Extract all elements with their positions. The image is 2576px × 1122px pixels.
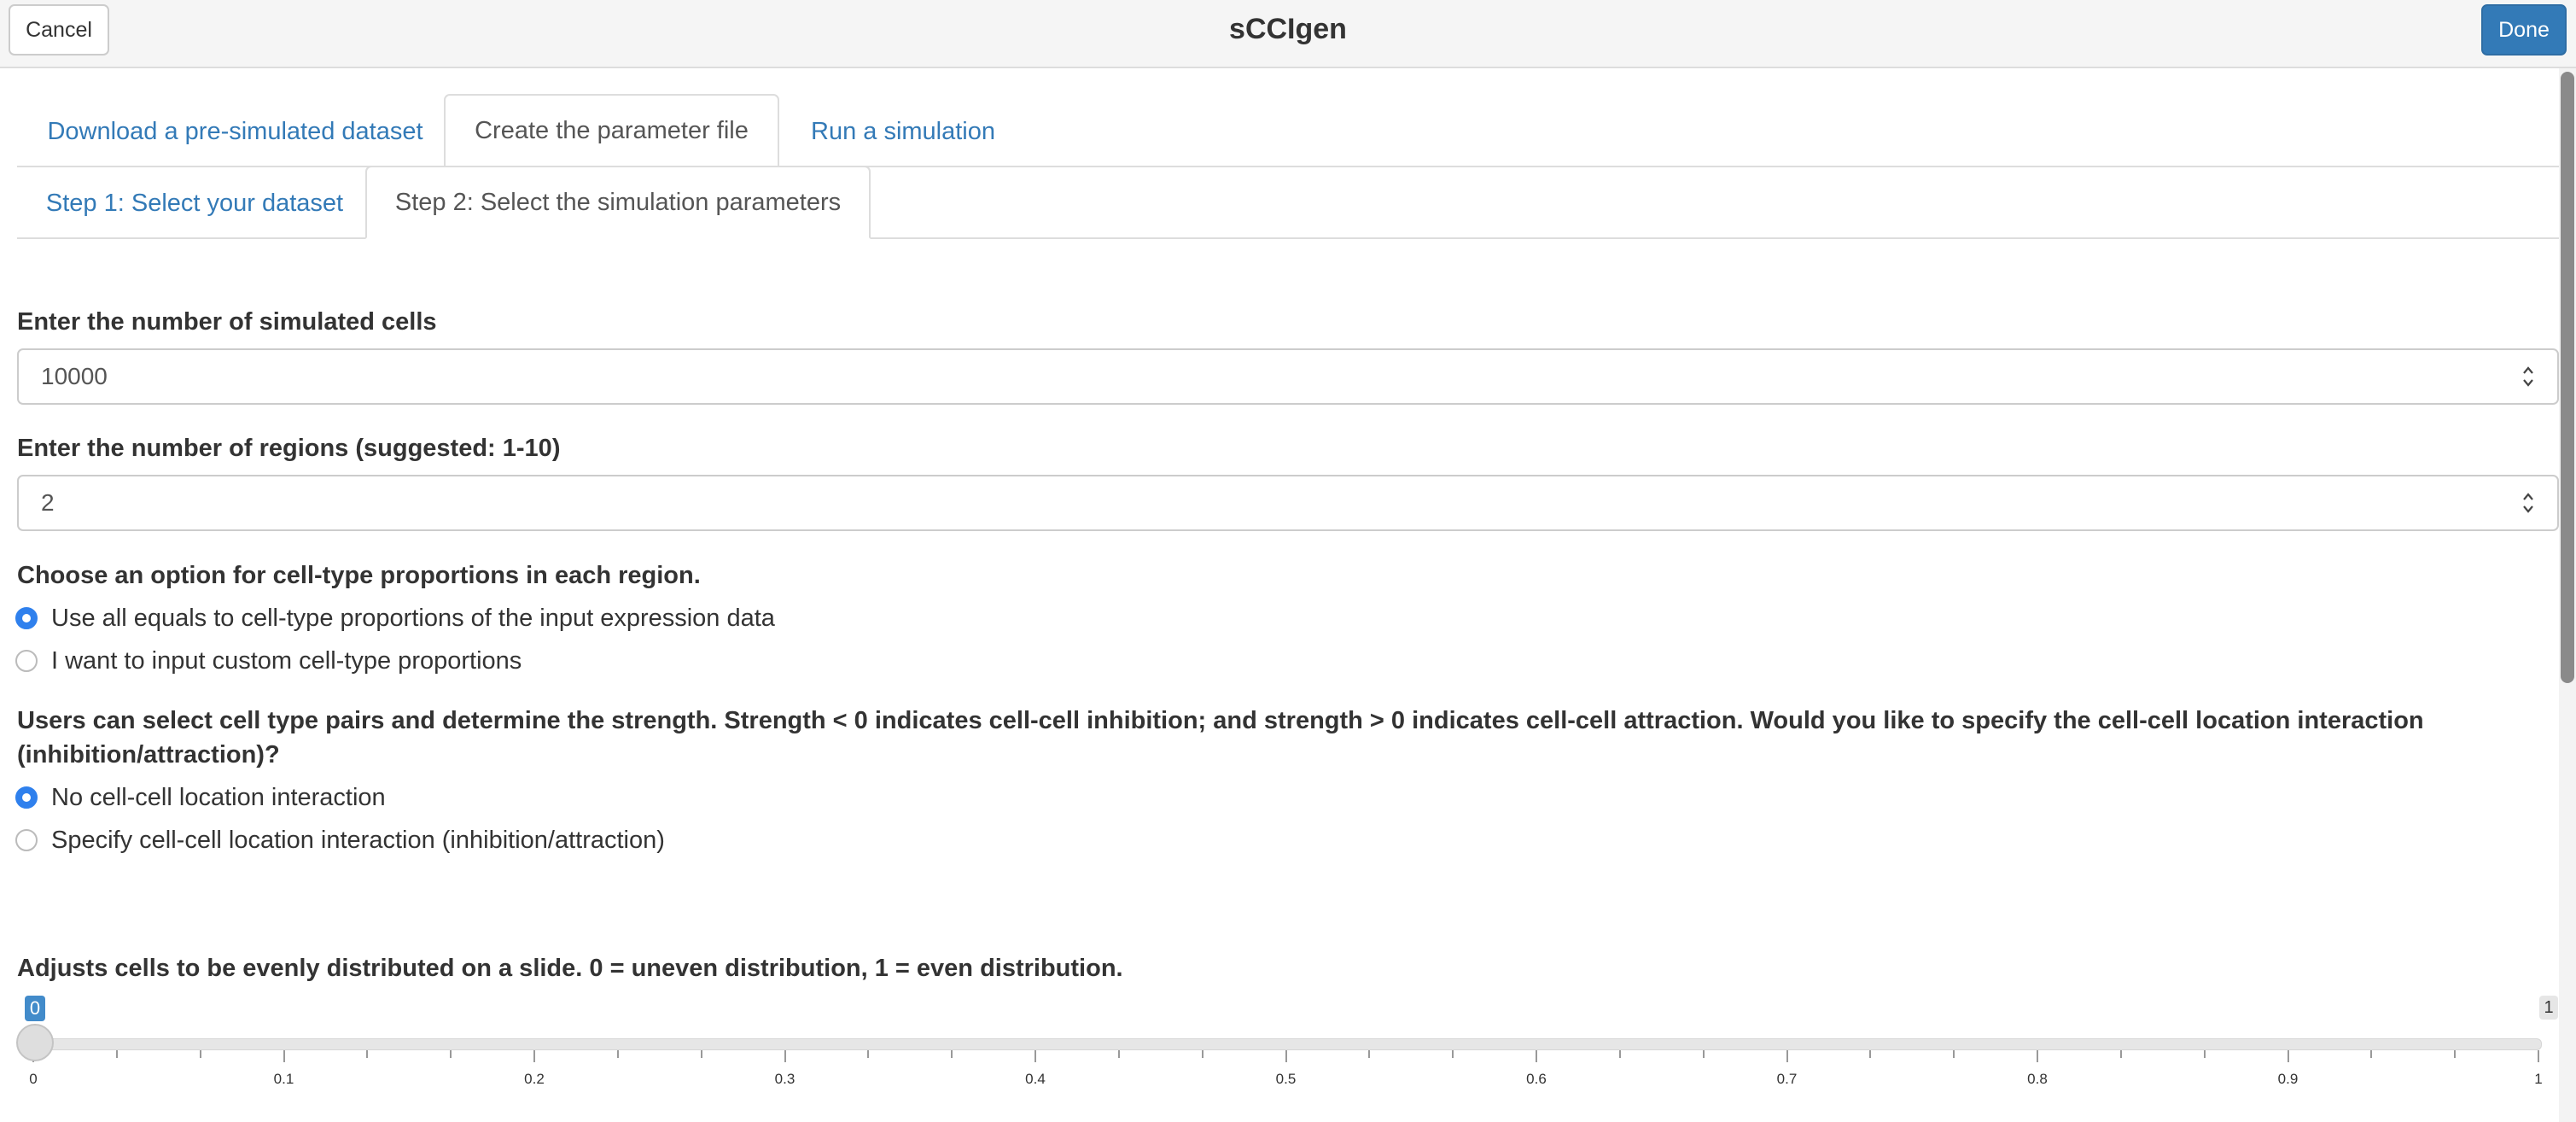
slider-minor-tick	[616, 1050, 619, 1058]
slider-minor-tick	[700, 1050, 702, 1058]
radio-unselected-icon[interactable]	[15, 650, 38, 672]
slider-minor-tick	[1452, 1050, 1454, 1058]
slider-minor-tick	[1702, 1050, 1705, 1058]
slider-major-tick	[2037, 1050, 2038, 1062]
slider-major-tick	[2287, 1050, 2289, 1062]
slider-minor-tick	[2370, 1050, 2373, 1058]
slider-minor-tick	[450, 1050, 452, 1058]
slider-major-tick	[533, 1050, 535, 1062]
slider-tick-label: 0.3	[774, 1071, 796, 1087]
slider-minor-tick	[1869, 1050, 1872, 1058]
tab-download-dataset[interactable]: Download a pre-simulated dataset	[47, 117, 423, 145]
slider-tick-label: 0.9	[2277, 1071, 2299, 1087]
interaction-option-specify[interactable]: Specify cell-cell location interaction (…	[15, 823, 665, 857]
num-cells-input[interactable]: 10000	[17, 348, 2559, 405]
slider-minor-tick	[1368, 1050, 1371, 1058]
slider-major-tick	[1285, 1050, 1287, 1062]
slider-minor-tick	[867, 1050, 870, 1058]
slider-major-tick	[784, 1050, 786, 1062]
step-tabs: Step 1: Select your dataset Step 2: Sele…	[17, 166, 2559, 239]
interaction-label-line1: Users can select cell type pairs and det…	[17, 707, 2424, 734]
slider-minor-tick	[1201, 1050, 1203, 1058]
spinner-updown-icon[interactable]	[2521, 490, 2535, 516]
radio-unselected-icon[interactable]	[15, 829, 38, 851]
slider-major-tick	[1034, 1050, 1036, 1062]
interaction-option-none-label: No cell-cell location interaction	[51, 783, 386, 811]
slider-major-tick	[2538, 1050, 2539, 1062]
slider-minor-tick	[366, 1050, 369, 1058]
slider-tick-label: 0.5	[1275, 1071, 1297, 1087]
num-cells-value: 10000	[41, 363, 108, 389]
slider-tick-label: 1	[2534, 1071, 2543, 1087]
proportions-label: Choose an option for cell-type proportio…	[17, 562, 701, 589]
slider-tick-label: 0	[29, 1071, 38, 1087]
slider-tick-label: 0.6	[1526, 1071, 1547, 1087]
distribution-label: Adjusts cells to be evenly distributed o…	[17, 955, 1123, 982]
slider-minor-tick	[2454, 1050, 2457, 1058]
interaction-option-specify-label: Specify cell-cell location interaction (…	[51, 826, 665, 854]
slider-major-tick	[283, 1050, 285, 1062]
slider-minor-tick	[199, 1050, 201, 1058]
app-title: sCCIgen	[1229, 12, 1347, 45]
slider-tick-label: 0.7	[1776, 1071, 1798, 1087]
distribution-slider-track[interactable]	[34, 1038, 2542, 1050]
distribution-slider-handle[interactable]	[16, 1024, 54, 1061]
tab-step-2[interactable]: Step 2: Select the simulation parameters	[365, 166, 871, 239]
radio-selected-icon[interactable]	[15, 786, 38, 809]
tab-create-parameter-file[interactable]: Create the parameter file	[444, 94, 779, 167]
interaction-label-line2: (inhibition/attraction)?	[17, 741, 280, 768]
slider-tick-label: 0.8	[2027, 1071, 2048, 1087]
radio-selected-icon[interactable]	[15, 607, 38, 629]
num-regions-value: 2	[41, 489, 55, 516]
tab-run-simulation[interactable]: Run a simulation	[811, 117, 995, 145]
slider-tick-label: 0.4	[1025, 1071, 1046, 1087]
main-tabs: Download a pre-simulated dataset Create …	[17, 94, 2559, 167]
slider-major-tick	[1786, 1050, 1788, 1062]
slider-max-label: 1	[2539, 996, 2558, 1020]
proportions-option-custom-label: I want to input custom cell-type proport…	[51, 646, 522, 675]
cancel-button[interactable]: Cancel	[9, 4, 109, 56]
slider-minor-tick	[1953, 1050, 1955, 1058]
slider-minor-tick	[2203, 1050, 2206, 1058]
done-button[interactable]: Done	[2481, 4, 2567, 56]
num-regions-label: Enter the number of regions (suggested: …	[17, 435, 561, 462]
interaction-option-none[interactable]: No cell-cell location interaction	[15, 780, 386, 815]
slider-minor-tick	[1618, 1050, 1621, 1058]
slider-tick-label: 0.2	[524, 1071, 545, 1087]
slider-tick-label: 0.1	[273, 1071, 294, 1087]
num-cells-label: Enter the number of simulated cells	[17, 308, 437, 336]
scrollbar-thumb[interactable]	[2561, 72, 2574, 683]
proportions-option-custom[interactable]: I want to input custom cell-type proport…	[15, 644, 522, 678]
slider-minor-tick	[951, 1050, 953, 1058]
slider-major-tick	[1536, 1050, 1537, 1062]
slider-minor-tick	[115, 1050, 118, 1058]
title-bar	[0, 0, 2576, 68]
proportions-option-equal-label: Use all equals to cell-type proportions …	[51, 604, 775, 632]
slider-minor-tick	[2119, 1050, 2122, 1058]
slider-value-label: 0	[25, 996, 45, 1021]
slider-minor-tick	[1117, 1050, 1120, 1058]
spinner-updown-icon[interactable]	[2521, 364, 2535, 389]
tab-step-1[interactable]: Step 1: Select your dataset	[45, 189, 344, 217]
num-regions-input[interactable]: 2	[17, 475, 2559, 531]
proportions-option-equal[interactable]: Use all equals to cell-type proportions …	[15, 601, 775, 635]
